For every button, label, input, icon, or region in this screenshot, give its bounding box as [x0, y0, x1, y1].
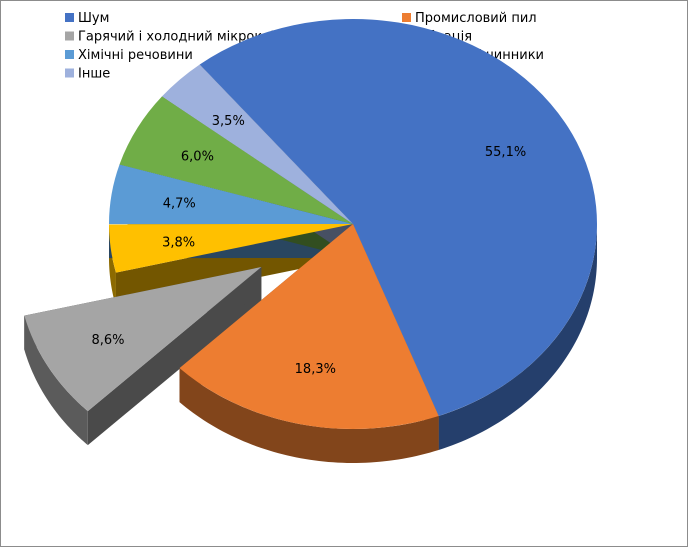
legend-label-5: Хімічні речовини [78, 48, 193, 63]
legend-item-1: Шум [65, 11, 109, 26]
slice-3 [24, 267, 262, 412]
slice-1 [199, 18, 598, 416]
slice-4-value-label: 3,8% [162, 236, 195, 251]
slice-5-value-label: 4,7% [163, 196, 196, 211]
legend-item-2: Промисловий пил [402, 11, 537, 26]
slice-7-value-label: 3,5% [212, 114, 245, 129]
pie-tops [24, 18, 598, 429]
slice-7 [162, 64, 353, 224]
legend-label-2: Промисловий пил [415, 11, 537, 26]
slice-4 [109, 224, 353, 273]
slice-5 [109, 164, 353, 225]
legend-swatch-3 [65, 31, 74, 41]
legend-swatch-5 [65, 50, 74, 59]
data-labels: 55,1% 18,3% 8,6% 3,8% 4,7% 6,0% 3,5% [91, 114, 526, 377]
legend-swatch-7 [65, 68, 74, 78]
slice-3-value-label: 8,6% [91, 333, 124, 348]
legend-item-5: Хімічні речовини [65, 48, 193, 63]
legend-swatch-2 [402, 13, 411, 22]
slice-1-value-label: 55,1% [485, 145, 526, 160]
slice-2 [179, 224, 439, 429]
slice-6-value-label: 6,0% [181, 149, 214, 164]
slice-6 [119, 96, 353, 224]
legend-label-7: Інше [78, 67, 110, 82]
legend-swatch-1 [65, 13, 74, 22]
slice-2-value-label: 18,3% [295, 362, 336, 377]
legend-item-7: Інше [65, 67, 110, 82]
legend-label-1: Шум [78, 11, 109, 26]
